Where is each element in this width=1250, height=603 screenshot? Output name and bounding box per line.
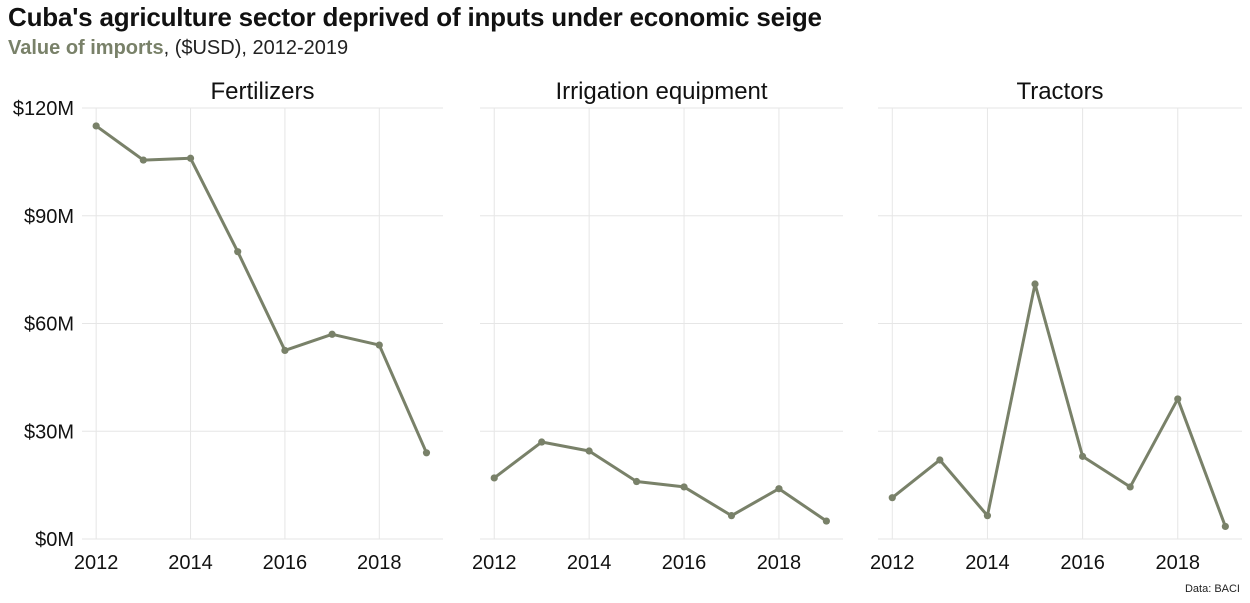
data-point xyxy=(139,156,147,164)
y-tick-label: $30M xyxy=(24,421,74,443)
x-tick-label: 2018 xyxy=(1156,552,1201,574)
data-point xyxy=(234,248,242,256)
data-point xyxy=(1031,280,1039,288)
y-tick-label: $60M xyxy=(24,314,74,336)
data-point xyxy=(1221,522,1229,531)
data-point xyxy=(281,346,289,355)
data-point xyxy=(585,447,593,455)
x-tick-label: 2016 xyxy=(263,552,308,574)
data-point xyxy=(422,449,431,457)
data-point xyxy=(186,154,195,162)
chart-title: Cuba's agriculture sector deprived of in… xyxy=(8,2,822,32)
data-point xyxy=(1126,483,1134,491)
data-point xyxy=(680,483,688,491)
x-tick-label: 2012 xyxy=(870,552,915,574)
series-line xyxy=(94,124,428,455)
x-tick-label: 2014 xyxy=(567,552,612,574)
x-tick-label: 2016 xyxy=(662,552,707,574)
x-tick-label: 2012 xyxy=(74,552,119,574)
y-tick-label: $0M xyxy=(35,529,74,551)
data-point xyxy=(727,512,736,520)
panel-title: Tractors xyxy=(1016,78,1103,105)
x-tick-label: 2012 xyxy=(472,552,517,574)
y-tick-label: $120M xyxy=(13,98,74,120)
chart-subtitle: Value of imports, ($USD), 2012-2019 xyxy=(8,37,348,60)
data-point xyxy=(888,494,896,502)
data-point xyxy=(328,330,336,338)
data-point xyxy=(632,477,641,486)
data-point xyxy=(92,122,100,130)
panel-title: Fertilizers xyxy=(210,78,314,105)
subtitle-rest: , ($USD), 2012-2019 xyxy=(163,37,349,59)
subtitle-highlight: Value of imports xyxy=(8,37,164,59)
x-tick-label: 2014 xyxy=(965,552,1010,574)
x-tick-label: 2016 xyxy=(1060,552,1105,574)
x-tick-label: 2018 xyxy=(357,552,402,574)
data-point xyxy=(1079,452,1087,460)
y-tick-label: $90M xyxy=(24,206,74,228)
x-tick-label: 2018 xyxy=(757,552,802,574)
data-point xyxy=(775,485,783,493)
panel-title: Irrigation equipment xyxy=(555,78,767,105)
source-credit: Data: BACI xyxy=(1184,583,1240,595)
data-point xyxy=(538,438,546,446)
data-point xyxy=(936,456,944,464)
series-line xyxy=(890,282,1227,528)
data-point xyxy=(375,341,383,349)
data-point xyxy=(490,474,498,482)
x-tick-label: 2014 xyxy=(168,552,213,574)
data-point xyxy=(1174,395,1182,403)
data-point xyxy=(822,517,830,525)
series-line xyxy=(492,440,828,523)
data-point xyxy=(983,512,992,520)
